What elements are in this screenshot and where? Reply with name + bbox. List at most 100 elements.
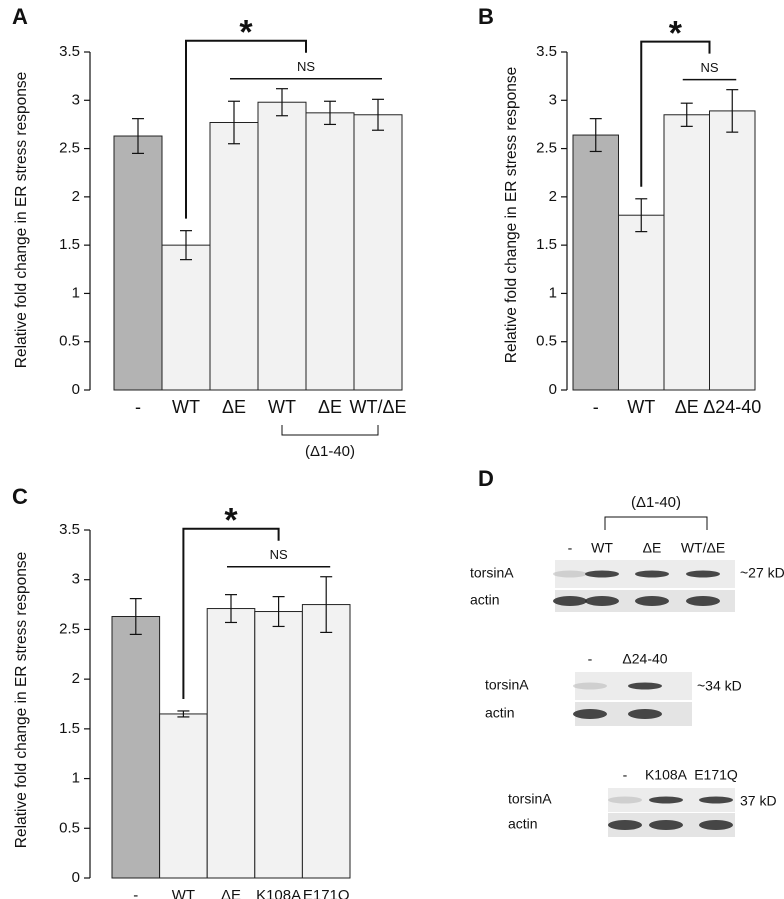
x-tick-label: WT (268, 397, 296, 417)
error-bar (589, 118, 602, 153)
blot-band (649, 820, 683, 830)
y-tick-label: 2 (72, 188, 80, 205)
error-bar (680, 102, 693, 127)
x-tick-label: K108A (256, 887, 301, 899)
row-label: actin (470, 592, 500, 608)
group-label: (Δ1-40) (631, 494, 681, 511)
error-bar (272, 596, 285, 628)
y-tick-label: 1 (72, 770, 80, 787)
blot-band (686, 596, 720, 606)
x-tick-label: WT (627, 397, 655, 417)
row-label: torsinA (508, 791, 552, 807)
group-label: (Δ1-40) (305, 443, 355, 460)
y-tick-label: 0 (72, 869, 80, 886)
blot-band (608, 796, 642, 804)
y-tick-label: 1.5 (536, 236, 557, 253)
size-label: ~27 kD (740, 565, 784, 581)
y-tick-label: 1.5 (59, 236, 80, 253)
row-label: torsinA (485, 677, 529, 693)
bar (305, 112, 355, 391)
y-axis-label: Relative fold change in ER stress respon… (13, 552, 30, 848)
significance-label: * (224, 502, 238, 540)
lane-label: - (568, 540, 573, 556)
y-tick-label: 0.5 (59, 333, 80, 350)
lane-label: ΔE (643, 540, 662, 556)
y-axis-label: Relative fold change in ER stress respon… (503, 67, 520, 363)
blot-band (628, 682, 662, 690)
y-tick-label: 0.5 (59, 819, 80, 836)
y-tick-label: 1.5 (59, 720, 80, 737)
y-tick-label: 1 (549, 284, 557, 301)
x-tick-label: ΔE (221, 887, 241, 899)
blot-band (699, 796, 733, 804)
panel-label: A (12, 4, 28, 29)
panel-label: D (478, 466, 494, 491)
blot-band (585, 570, 619, 578)
y-tick-label: 3.5 (59, 43, 80, 60)
significance-bracket (185, 39, 307, 219)
blot-band (573, 682, 607, 690)
bar (572, 134, 619, 391)
y-tick-label: 3 (72, 571, 80, 588)
lane-label: E171Q (694, 767, 738, 783)
error-bar (180, 230, 192, 261)
ns-label: NS (270, 547, 288, 562)
y-tick-label: 2.5 (59, 620, 80, 637)
x-tick-label: - (593, 397, 599, 417)
error-bar (225, 594, 237, 624)
bar (353, 114, 403, 391)
error-bar (372, 98, 384, 131)
y-tick-label: 2.5 (59, 140, 80, 157)
error-bar (177, 710, 190, 718)
y-tick-label: 3.5 (59, 521, 80, 538)
bar (254, 611, 303, 879)
blot-band (608, 820, 642, 830)
error-bar (129, 598, 142, 636)
bar (206, 608, 256, 879)
y-tick-label: 2.5 (536, 140, 557, 157)
size-label: ~34 kD (697, 678, 742, 694)
lane-label: - (588, 651, 593, 667)
row-label: actin (485, 705, 515, 721)
x-tick-label: - (135, 397, 141, 417)
x-tick-label: E171Q (303, 887, 350, 899)
x-tick-label: - (133, 887, 138, 899)
panel-label: B (478, 4, 494, 29)
error-bar (132, 118, 144, 154)
bar (301, 604, 351, 879)
x-tick-label: WT (172, 397, 200, 417)
y-tick-label: 0 (549, 381, 557, 398)
ns-label: NS (700, 60, 718, 75)
y-tick-label: 0.5 (536, 333, 557, 350)
x-tick-label: WT/ΔE (349, 397, 406, 417)
lane-label: Δ24-40 (622, 651, 667, 667)
y-tick-label: 2 (72, 670, 80, 687)
x-tick-label: ΔE (318, 397, 342, 417)
blot-band (628, 709, 662, 719)
y-tick-label: 0 (72, 381, 80, 398)
lane-label: WT (591, 540, 613, 556)
blot-band (585, 596, 619, 606)
x-tick-label: ΔE (675, 397, 699, 417)
y-tick-label: 3.5 (536, 43, 557, 60)
lane-label: WT/ΔE (681, 540, 725, 556)
error-bar (228, 100, 240, 145)
y-tick-label: 1 (72, 284, 80, 301)
y-axis-label: Relative fold change in ER stress respon… (13, 72, 30, 368)
error-bar (635, 198, 648, 233)
size-label: 37 kD (740, 793, 777, 809)
blot-band (635, 570, 669, 578)
significance-label: * (239, 14, 253, 52)
y-tick-label: 2 (549, 188, 557, 205)
x-tick-label: WT (172, 887, 195, 899)
bar (663, 114, 710, 391)
blot-band (699, 820, 733, 830)
group-bracket (604, 516, 708, 530)
error-bar (276, 88, 288, 117)
significance-bracket (640, 40, 711, 187)
bar (709, 110, 756, 391)
bar (111, 616, 161, 879)
error-bar (320, 576, 333, 634)
y-tick-label: 3 (72, 91, 80, 108)
